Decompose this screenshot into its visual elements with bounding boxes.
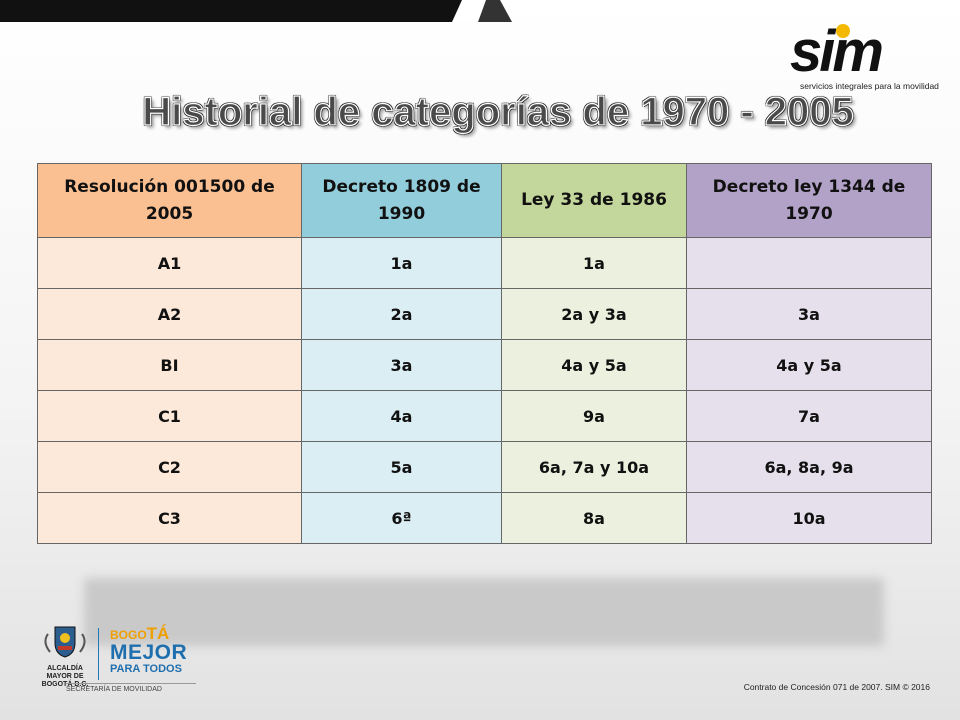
table-cell: A1 bbox=[37, 237, 302, 289]
alcaldia-text: ALCALDÍA MAYOR DE BOGOTÁ D.C. bbox=[41, 665, 89, 688]
table-cell: 7a bbox=[686, 390, 932, 442]
table-cell: 3a bbox=[301, 339, 502, 391]
mejor-word: MEJOR bbox=[110, 641, 188, 664]
table-row: C3 6ª 8a 10a bbox=[37, 492, 932, 544]
footer-divider bbox=[98, 628, 99, 680]
sim-logo: sim servicios integrales para la movilid… bbox=[784, 22, 939, 94]
top-decorative-bar bbox=[0, 0, 960, 22]
secretaria-text: SECRETARÍA DE MOVILIDAD bbox=[66, 686, 162, 693]
secretaria-divider bbox=[66, 683, 196, 684]
table-cell: 1a bbox=[301, 237, 502, 289]
blurred-content-box bbox=[84, 578, 884, 646]
alcaldia-logo: ALCALDÍA MAYOR DE BOGOTÁ D.C. bbox=[34, 624, 96, 689]
table-cell: 4a bbox=[301, 390, 502, 442]
bogota-suffix: TÁ bbox=[146, 624, 170, 643]
table-cell: 6a, 8a, 9a bbox=[686, 441, 932, 493]
header-resolucion-2005: Resolución 001500 de 2005 bbox=[37, 163, 302, 238]
table-row: A2 2a 2a y 3a 3a bbox=[37, 288, 932, 340]
table-row: C2 5a 6a, 7a y 10a 6a, 8a, 9a bbox=[37, 441, 932, 493]
table-cell: 4a y 5a bbox=[501, 339, 687, 391]
table-cell: 9a bbox=[501, 390, 687, 442]
header-decreto-ley-1970: Decreto ley 1344 de 1970 bbox=[686, 163, 932, 238]
para-todos-word: PARA TODOS bbox=[110, 663, 182, 675]
table-row: BI 3a 4a y 5a 4a y 5a bbox=[37, 339, 932, 391]
slide-title: Historial de categorías de 1970 - 2005 bbox=[142, 89, 855, 134]
table-cell: 6a, 7a y 10a bbox=[501, 441, 687, 493]
table-header-row: Resolución 001500 de 2005 Decreto 1809 d… bbox=[37, 163, 932, 238]
table-cell: 8a bbox=[501, 492, 687, 544]
table-cell: 2a y 3a bbox=[501, 288, 687, 340]
table-row: A1 1a 1a bbox=[37, 237, 932, 289]
table-cell: 3a bbox=[686, 288, 932, 340]
bogota-mejor-logo: BOGOTÁ MEJOR PARA TODOS bbox=[110, 624, 200, 675]
contract-notice: Contrato de Concesión 071 de 2007. SIM ©… bbox=[743, 682, 930, 692]
table-cell: C3 bbox=[37, 492, 302, 544]
table-cell: 4a y 5a bbox=[686, 339, 932, 391]
table-cell: 6ª bbox=[301, 492, 502, 544]
bogota-prefix: BOGO bbox=[110, 628, 147, 642]
table-cell: BI bbox=[37, 339, 302, 391]
bogota-word: BOGOTÁ bbox=[110, 624, 200, 643]
header-ley-1986: Ley 33 de 1986 bbox=[501, 163, 687, 238]
table-cell bbox=[686, 237, 932, 289]
table-cell: 1a bbox=[501, 237, 687, 289]
coat-of-arms-icon bbox=[44, 626, 86, 658]
header-decreto-1990: Decreto 1809 de 1990 bbox=[301, 163, 502, 238]
categories-history-table: Resolución 001500 de 2005 Decreto 1809 d… bbox=[37, 163, 932, 544]
table-row: C1 4a 9a 7a bbox=[37, 390, 932, 442]
sim-tagline: servicios integrales para la movilidad bbox=[800, 81, 939, 91]
table-cell: 5a bbox=[301, 441, 502, 493]
table-cell: 2a bbox=[301, 288, 502, 340]
table-cell: C1 bbox=[37, 390, 302, 442]
table-cell: C2 bbox=[37, 441, 302, 493]
table-cell: 10a bbox=[686, 492, 932, 544]
sim-logo-dot-icon bbox=[836, 24, 850, 38]
table-cell: A2 bbox=[37, 288, 302, 340]
